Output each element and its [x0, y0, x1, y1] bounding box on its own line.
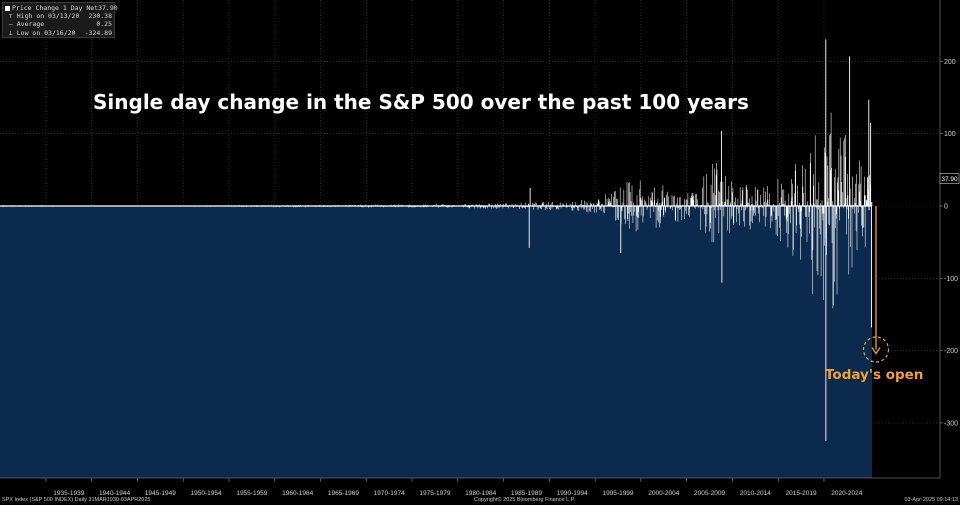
last-value-badge — [939, 173, 960, 184]
x-tick-label: 1950-1954 — [191, 490, 222, 497]
x-tick-label: 1990-1994 — [557, 490, 588, 497]
legend-low-row: ⊥ Low on 03/16/20 -324.89 — [5, 28, 112, 37]
footer-copyright: Copyright© 2025 Bloomberg Finance L.P. — [474, 497, 576, 503]
x-tick-label: 1995-1999 — [602, 490, 633, 497]
x-tick-label: 1975-1979 — [419, 490, 450, 497]
footer-timestamp: 03-Apr-2025 09:14:13 — [904, 497, 958, 503]
legend-swatch — [5, 5, 10, 11]
legend-series-row: Price Change 1 Day Net 37.90 — [5, 4, 118, 12]
below-zero-fill — [0, 206, 872, 478]
legend-high-row: ⊤ High on 03/13/20 230.38 — [5, 12, 112, 21]
x-tick-label: 1940-1944 — [99, 490, 130, 497]
x-tick-label: 1945-1949 — [145, 490, 176, 497]
x-tick-label: 2005-2009 — [694, 490, 725, 497]
legend-series-label: Price Change 1 Day Net — [12, 4, 99, 12]
legend-low-value: -324.89 — [84, 28, 112, 37]
x-tick-label: 2000-2004 — [648, 490, 679, 497]
footer-bar: SPX Index (S&P 500 INDEX) Daily 31MAR193… — [0, 497, 960, 505]
x-tick-label: 2015-2019 — [786, 490, 817, 497]
x-tick-label: 1980-1984 — [465, 490, 496, 497]
y-tick-label: 100 — [944, 131, 956, 138]
legend-high-label: High on 03/13/20 — [16, 12, 80, 21]
x-tick-label: 1935-1939 — [53, 490, 84, 497]
x-tick-label: 1960-1964 — [282, 490, 313, 497]
daily-change-bars — [0, 39, 873, 441]
y-tick-label: -100 — [944, 276, 958, 283]
legend-box: Price Change 1 Day Net 37.90 ⊤ High on 0… — [2, 2, 118, 38]
x-axis-ticks: 1935-1939 1940-1944 1945-1949 1950-1954 1955… — [0, 477, 940, 497]
y-tick-label: -200 — [944, 348, 958, 355]
footer-source: SPX Index (S&P 500 INDEX) Daily 31MAR193… — [2, 497, 151, 503]
x-tick-label: 1970-1974 — [374, 490, 405, 497]
legend-average-value: 0.25 — [96, 20, 112, 29]
x-tick-label: 1985-1989 — [511, 490, 542, 497]
legend-high-value: 230.38 — [88, 12, 112, 21]
x-tick-label: 2020-2024 — [831, 490, 862, 497]
todays-open-label: Today's open — [825, 367, 924, 383]
y-axis-ticks: 200 100 0 -100 -200 -300 37.90 — [939, 0, 960, 478]
legend-average-row: — Average 0.25 — [5, 20, 112, 29]
x-tick-label: 2010-2014 — [740, 490, 771, 497]
legend-low-label: Low on 03/16/20 — [16, 28, 76, 37]
x-tick-label: 1965-1969 — [328, 490, 359, 497]
last-value-text: 37.90 — [941, 176, 958, 183]
y-tick-label: -300 — [944, 420, 958, 427]
legend-average-label: Average — [16, 20, 45, 29]
y-tick-label: 0 — [944, 204, 948, 211]
legend-series-value: 37.90 — [98, 4, 118, 12]
area-fill — [0, 206, 872, 478]
chart-title: Single day change in the S&P 500 over th… — [93, 90, 749, 114]
y-tick-label: 200 — [944, 59, 956, 66]
todays-open-annotation — [862, 206, 890, 363]
todays-open-circle — [862, 336, 890, 363]
x-tick-label: 1955-1959 — [236, 490, 267, 497]
todays-open-arrow-head — [871, 347, 881, 355]
